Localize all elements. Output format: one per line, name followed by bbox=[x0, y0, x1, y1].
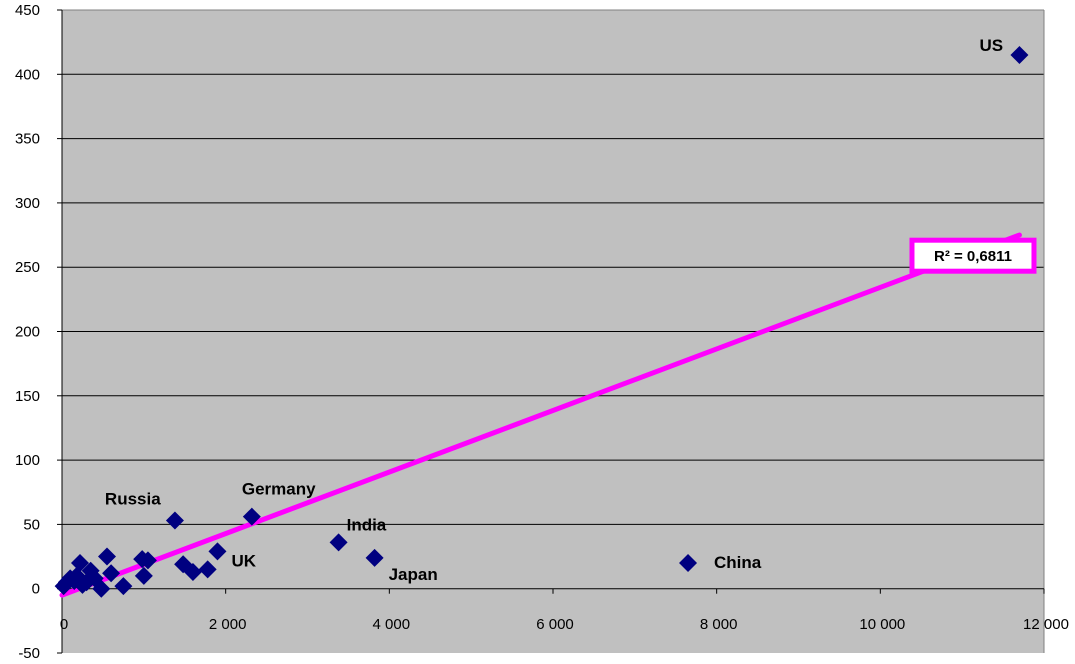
axes bbox=[57, 9, 1045, 654]
data-point bbox=[679, 553, 698, 572]
point-label: US bbox=[979, 36, 1003, 55]
x-tick-label: 8 000 bbox=[700, 616, 738, 633]
r-squared-box bbox=[909, 237, 1037, 274]
data-point bbox=[242, 507, 261, 526]
x-tick-label: 12 000 bbox=[1023, 616, 1069, 633]
x-tick-label: 0 bbox=[60, 616, 68, 633]
data-point bbox=[54, 577, 73, 596]
data-point bbox=[208, 542, 227, 561]
trendline bbox=[59, 232, 1022, 598]
y-tick-label: 350 bbox=[15, 131, 40, 148]
data-point bbox=[71, 553, 90, 572]
data-point bbox=[329, 533, 348, 552]
data-point bbox=[1010, 46, 1029, 65]
point-label: China bbox=[714, 553, 762, 572]
data-point bbox=[134, 566, 153, 585]
data-point bbox=[365, 548, 384, 567]
r-squared-annotation: R² = 0,6811 bbox=[909, 237, 1037, 274]
data-point bbox=[165, 511, 184, 530]
y-tick-labels: -50 0 50 100 150 200 250 300 350 400 450 bbox=[15, 2, 40, 662]
y-tick-label: 50 bbox=[23, 516, 40, 533]
r-squared-label: R² = 0,6811 bbox=[934, 248, 1012, 265]
point-labels: US China Japan India Germany Russia UK bbox=[105, 36, 1003, 584]
data-point bbox=[133, 550, 152, 569]
y-tick-label: -50 bbox=[18, 645, 40, 662]
y-tick-label: 250 bbox=[15, 259, 40, 276]
x-tick-label: 10 000 bbox=[859, 616, 905, 633]
data-point bbox=[174, 555, 193, 574]
point-label: UK bbox=[231, 551, 256, 570]
y-tick-label: 200 bbox=[15, 324, 40, 341]
trendline-group bbox=[59, 232, 1022, 598]
data-points bbox=[54, 46, 1029, 598]
x-tick-label: 6 000 bbox=[536, 616, 574, 633]
point-label: Japan bbox=[389, 565, 438, 584]
y-tick-label: 150 bbox=[15, 388, 40, 405]
data-point bbox=[198, 560, 217, 579]
point-label: Germany bbox=[242, 480, 316, 499]
x-tick-label: 4 000 bbox=[373, 616, 411, 633]
x-tick-labels: 0 2 000 4 000 6 000 8 000 10 000 12 000 bbox=[60, 616, 1069, 633]
y-tick-label: 300 bbox=[15, 195, 40, 212]
point-label: Russia bbox=[105, 490, 161, 509]
data-point bbox=[98, 547, 117, 566]
y-tick-label: 100 bbox=[15, 452, 40, 469]
y-tick-label: 0 bbox=[32, 581, 40, 598]
data-point bbox=[114, 577, 133, 596]
point-label: India bbox=[347, 515, 387, 534]
data-point bbox=[102, 564, 121, 583]
x-tick-label: 2 000 bbox=[209, 616, 247, 633]
y-tick-label: 400 bbox=[15, 66, 40, 83]
y-tick-label: 450 bbox=[15, 2, 40, 19]
